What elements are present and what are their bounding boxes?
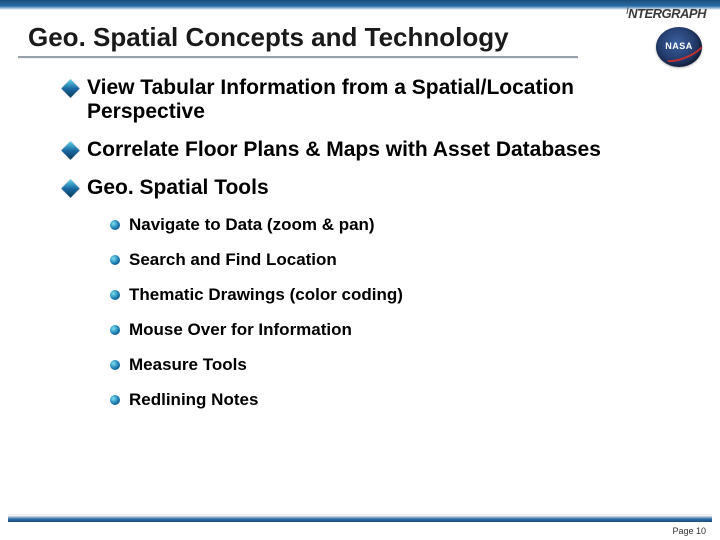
sub-item: Navigate to Data (zoom & pan) [110,215,610,235]
sub-list: Navigate to Data (zoom & pan) Search and… [110,215,610,410]
dot-bullet-icon [110,255,120,265]
dot-bullet-icon [110,290,120,300]
intergraph-logo: INTERGRAPH [598,6,706,21]
diamond-bullet-icon [61,180,79,198]
sub-text: Mouse Over for Information [129,320,352,340]
bullet-text: View Tabular Information from a Spatial/… [87,76,610,124]
sub-text: Thematic Drawings (color coding) [129,285,403,305]
sub-item: Redlining Notes [110,390,610,410]
sub-text: Measure Tools [129,355,247,375]
diamond-bullet-icon [61,142,79,160]
logo-area: INTERGRAPH [598,6,706,67]
diamond-bullet-icon [61,79,79,97]
title-underline [18,56,578,58]
bullet-item: Geo. Spatial Tools [64,176,610,200]
page-title: Geo. Spatial Concepts and Technology [28,22,509,53]
nasa-logo [656,27,702,67]
sub-text: Search and Find Location [129,250,337,270]
bullet-item: View Tabular Information from a Spatial/… [64,76,610,124]
sub-item: Thematic Drawings (color coding) [110,285,610,305]
footer-bar [8,516,712,522]
dot-bullet-icon [110,395,120,405]
bullet-text: Geo. Spatial Tools [87,176,269,200]
dot-bullet-icon [110,220,120,230]
sub-text: Redlining Notes [129,390,258,410]
logo-brand: NTERGRAPH [628,6,706,21]
page-number: Page 10 [672,526,706,536]
sub-item: Mouse Over for Information [110,320,610,340]
content-area: View Tabular Information from a Spatial/… [64,76,610,425]
sub-item: Measure Tools [110,355,610,375]
sub-item: Search and Find Location [110,250,610,270]
bullet-item: Correlate Floor Plans & Maps with Asset … [64,138,610,162]
dot-bullet-icon [110,325,120,335]
dot-bullet-icon [110,360,120,370]
sub-text: Navigate to Data (zoom & pan) [129,215,375,235]
bullet-text: Correlate Floor Plans & Maps with Asset … [87,138,601,162]
